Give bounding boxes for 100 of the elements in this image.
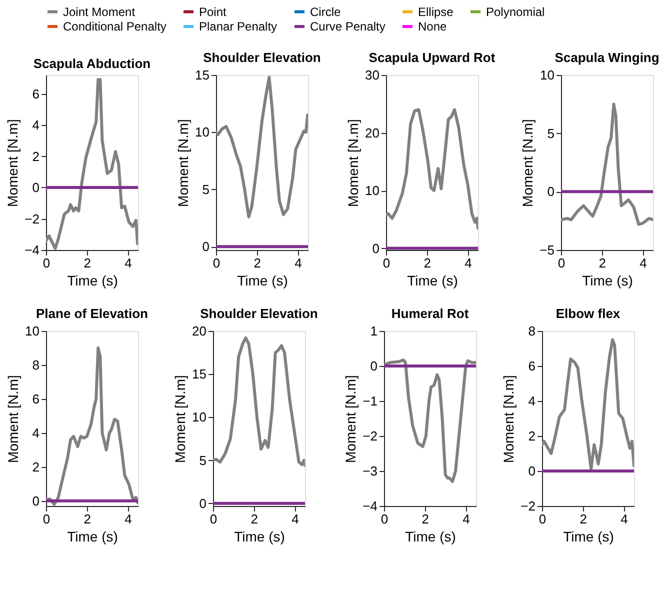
y-tick-label: −4 bbox=[362, 498, 378, 514]
y-axis-title: Moment [N.m] bbox=[500, 375, 517, 463]
legend-label: Curve Penalty bbox=[310, 20, 386, 34]
y-axis-title: Moment [N.m] bbox=[4, 119, 21, 207]
y-tick-label: 20 bbox=[192, 324, 206, 338]
line-series bbox=[542, 338, 634, 471]
x-tick-label: 4 bbox=[464, 256, 472, 270]
legend-label: Joint Moment bbox=[63, 4, 136, 19]
y-axis-title: Moment [N.m] bbox=[342, 375, 359, 463]
x-tick-label: 0 bbox=[42, 512, 50, 526]
x-tick-label: 4 bbox=[124, 512, 132, 526]
y-tick-label: 2 bbox=[32, 459, 40, 474]
legend-label: Ellipse bbox=[418, 4, 454, 19]
x-tick-label: 2 bbox=[424, 256, 432, 270]
y-tick-label: 0 bbox=[528, 464, 536, 478]
y-axis-title: Moment [N.m] bbox=[175, 119, 192, 207]
y-axis-title: Moment [N.m] bbox=[345, 119, 362, 207]
y-tick-label: 10 bbox=[540, 68, 554, 82]
y-tick-label: 0 bbox=[370, 358, 378, 374]
x-tick-label: 4 bbox=[124, 256, 132, 270]
chart-title: Scapula Winging bbox=[554, 50, 660, 65]
y-tick-label: 2 bbox=[528, 428, 536, 444]
x-tick-label: 2 bbox=[422, 512, 430, 526]
x-tick-label: 4 bbox=[640, 256, 647, 270]
y-tick-label: 10 bbox=[365, 183, 380, 198]
chart-title: Plane of Elevation bbox=[36, 306, 148, 321]
x-tick-label: 2 bbox=[598, 256, 606, 270]
y-tick-label: 0 bbox=[547, 184, 554, 200]
chart-title: Elbow flex bbox=[556, 306, 621, 321]
y-tick-label: 4 bbox=[32, 118, 40, 132]
y-tick-label: −5 bbox=[540, 242, 554, 258]
x-tick-label: 4 bbox=[294, 256, 302, 270]
y-tick-label: 2 bbox=[32, 148, 40, 164]
line-series bbox=[384, 358, 476, 483]
y-tick-label: 5 bbox=[199, 452, 206, 468]
x-tick-label: 4 bbox=[292, 512, 299, 526]
chart-title: Scapula Upward Rot bbox=[368, 50, 496, 65]
line-series bbox=[386, 108, 478, 230]
legend-label: Point bbox=[199, 4, 228, 19]
y-tick-label: 10 bbox=[195, 124, 210, 140]
line-series bbox=[213, 336, 305, 467]
x-tick-label: 2 bbox=[580, 512, 588, 526]
y-tick-label: −4 bbox=[24, 242, 40, 258]
y-tick-label: −2 bbox=[362, 428, 378, 444]
legend-label: None bbox=[418, 20, 448, 34]
y-tick-label: 8 bbox=[528, 324, 536, 338]
y-tick-label: 4 bbox=[32, 425, 40, 440]
x-axis-title: Time (s) bbox=[67, 528, 118, 544]
chart-title: Scapula Abduction bbox=[33, 56, 151, 71]
y-tick-label: 20 bbox=[365, 125, 380, 140]
x-axis-title: Time (s) bbox=[405, 528, 456, 544]
y-tick-label: 6 bbox=[32, 391, 40, 406]
line-series bbox=[561, 102, 653, 226]
x-tick-label: 2 bbox=[254, 256, 262, 270]
y-tick-label: 5 bbox=[547, 126, 554, 141]
y-tick-label: 5 bbox=[202, 182, 210, 197]
y-tick-label: −3 bbox=[362, 464, 378, 478]
legend-label: Circle bbox=[310, 4, 341, 19]
x-tick-label: 4 bbox=[620, 512, 628, 526]
y-tick-label: 30 bbox=[365, 68, 380, 82]
y-tick-label: −2 bbox=[24, 211, 40, 226]
y-tick-label: 10 bbox=[192, 410, 206, 425]
y-tick-label: 1 bbox=[370, 324, 378, 338]
y-tick-label: 15 bbox=[195, 68, 210, 82]
y-axis-title: Moment [N.m] bbox=[172, 375, 188, 463]
y-axis-title: Moment [N.m] bbox=[520, 119, 536, 207]
y-tick-label: −1 bbox=[362, 394, 378, 408]
x-tick-label: 0 bbox=[212, 256, 220, 270]
y-tick-label: 0 bbox=[32, 493, 40, 508]
x-tick-label: 2 bbox=[84, 256, 92, 270]
y-axis-title: Moment [N.m] bbox=[5, 375, 22, 463]
x-axis-title: Time (s) bbox=[563, 528, 614, 544]
y-tick-label: 4 bbox=[528, 394, 536, 408]
legend-label: Polynomial bbox=[486, 4, 545, 19]
x-axis-title: Time (s) bbox=[237, 272, 288, 288]
x-tick-label: 0 bbox=[382, 256, 390, 270]
x-tick-label: 2 bbox=[250, 512, 258, 526]
y-tick-label: −2 bbox=[520, 498, 536, 514]
x-axis-title: Time (s) bbox=[407, 272, 458, 288]
x-axis-title: Time (s) bbox=[234, 528, 285, 544]
y-tick-label: 6 bbox=[32, 86, 40, 102]
x-tick-label: 0 bbox=[42, 256, 50, 270]
x-axis-title: Time (s) bbox=[582, 272, 633, 288]
x-tick-label: 2 bbox=[84, 512, 92, 526]
line-series bbox=[216, 76, 308, 218]
y-tick-label: 0 bbox=[372, 240, 380, 256]
x-axis-title: Time (s) bbox=[67, 272, 118, 288]
x-tick-label: 0 bbox=[558, 256, 566, 270]
y-tick-label: 0 bbox=[199, 496, 206, 511]
legend-label: Planar Penalty bbox=[199, 20, 278, 34]
y-tick-label: 10 bbox=[25, 324, 40, 338]
chart-title: Shoulder Elevation bbox=[203, 50, 321, 65]
legend-label: Conditional Penalty bbox=[63, 20, 166, 34]
y-tick-label: 0 bbox=[32, 180, 40, 195]
y-tick-label: 0 bbox=[202, 239, 210, 254]
y-tick-label: 6 bbox=[528, 358, 536, 374]
chart-title: Shoulder Elevation bbox=[200, 306, 318, 321]
chart-title: Humeral Rot bbox=[391, 306, 470, 321]
x-tick-label: 4 bbox=[462, 512, 470, 526]
y-tick-label: 8 bbox=[32, 357, 40, 372]
